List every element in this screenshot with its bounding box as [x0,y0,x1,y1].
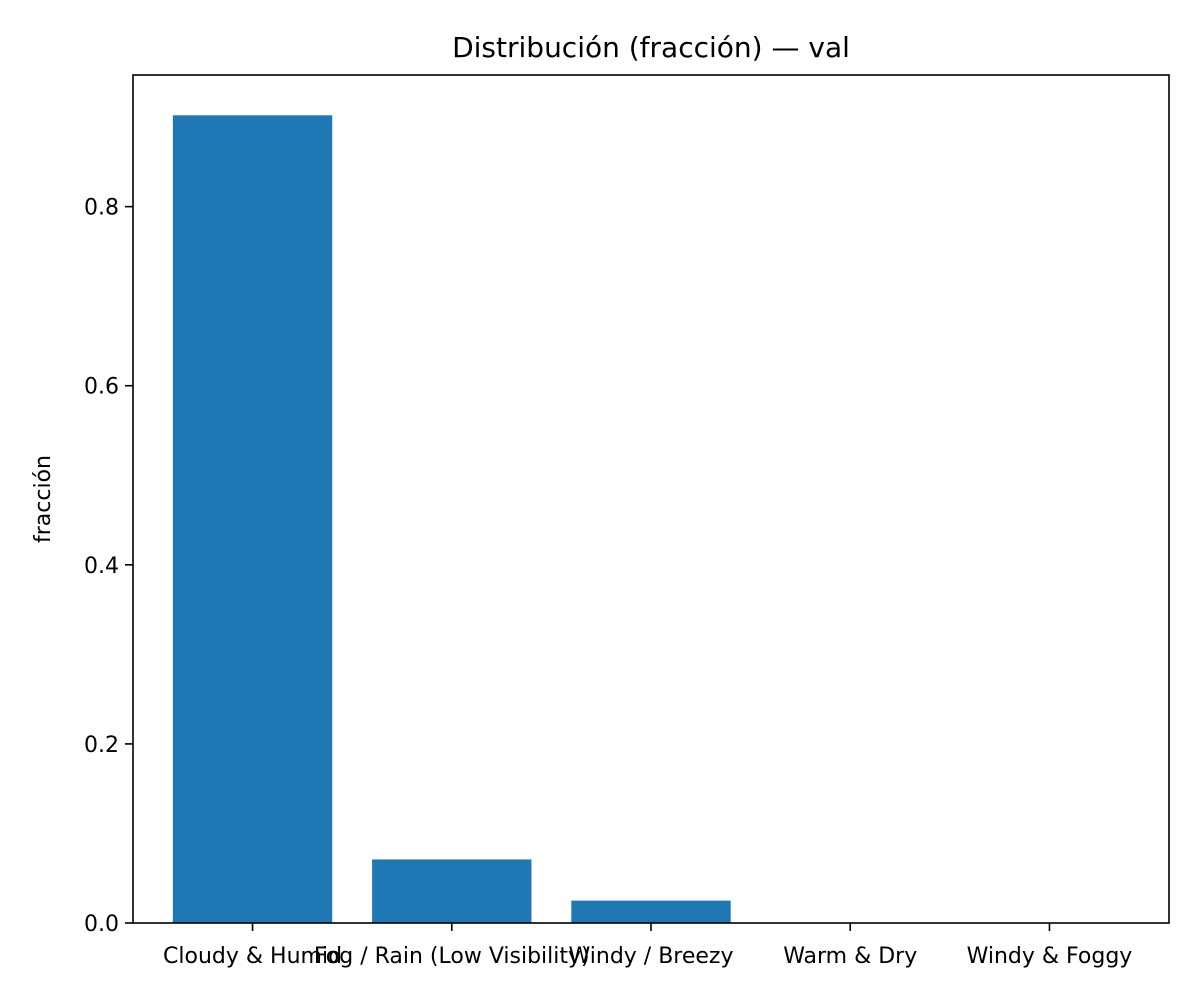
x-tick-label-2: Windy / Breezy [569,944,734,969]
y-tick-label-3: 0.6 [84,375,119,400]
x-tick-label-1: Fog / Rain (Low Visibility) [314,944,590,969]
plot-frame [132,74,1170,924]
y-tick-label-2: 0.4 [84,554,119,579]
chart-title: Distribución (fracción) — val [452,31,850,64]
bars-group [172,115,731,924]
x-tick-label-3: Warm & Dry [783,944,917,969]
y-tick-label-0: 0.0 [84,912,119,937]
bar-0 [172,115,333,924]
bar-2 [571,900,731,923]
bar-1 [372,859,532,923]
x-tick-label-4: Windy & Foggy [967,944,1133,969]
y-axis-label: fracción [31,455,56,543]
x-tick-label-0: Cloudy & Humid [163,944,342,969]
y-tick-label-1: 0.2 [84,733,119,758]
y-tick-label-4: 0.8 [84,196,119,221]
y-axis: 0.0 0.2 0.4 0.6 0.8 [84,196,133,937]
